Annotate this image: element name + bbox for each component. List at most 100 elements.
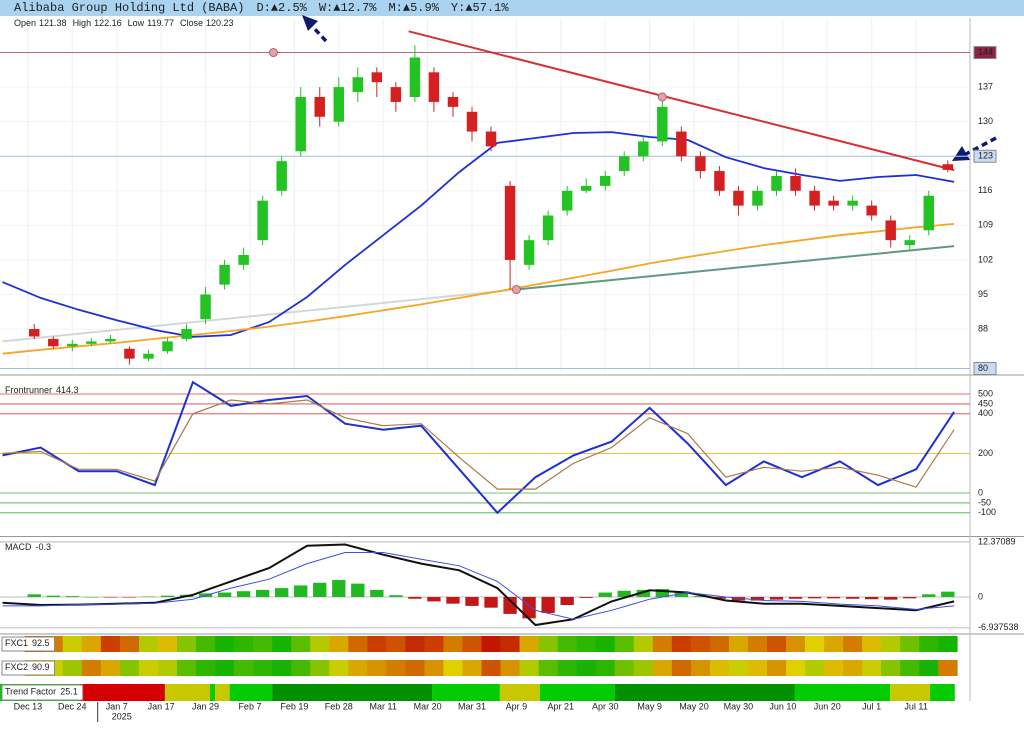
trend-segment <box>215 684 230 701</box>
heat-cell <box>310 636 330 652</box>
marker <box>511 285 521 295</box>
heat-cell <box>81 636 102 652</box>
heat-cell <box>215 636 235 652</box>
moving-average <box>2 223 955 355</box>
histogram-bar <box>27 594 41 597</box>
candle-body <box>676 131 687 157</box>
candle-body <box>828 200 839 206</box>
heat-cell <box>557 636 577 652</box>
candle-body <box>371 72 383 83</box>
y-tick-label: -50 <box>978 497 991 507</box>
heat-cell <box>462 660 482 676</box>
candle-body <box>143 353 154 359</box>
ohlc-info: Open 121.38 High 122.16 Low 119.77 Close 120.23 <box>14 18 234 28</box>
histogram-bar <box>807 596 822 599</box>
ohlc-info-part: Open <box>14 18 36 28</box>
heat-cell <box>81 660 102 676</box>
candle-body <box>390 87 402 102</box>
marker <box>657 92 667 102</box>
trend-segment <box>890 684 931 701</box>
histogram-bar <box>845 596 860 599</box>
y-tick-label: 144 <box>978 47 993 57</box>
title-bar <box>0 0 1024 16</box>
candle-body <box>866 205 877 216</box>
heat-cell <box>405 636 425 652</box>
header-title: Alibaba Group Holding Ltd (BABA) <box>14 1 244 15</box>
histogram-bar <box>541 596 555 614</box>
tick-box <box>973 362 997 376</box>
histogram-bar <box>294 585 308 597</box>
candle-body <box>733 190 744 206</box>
ohlc-info-part: 119.77 <box>147 18 174 28</box>
x-tick-label: Feb 28 <box>325 701 353 711</box>
candle-body <box>447 96 459 107</box>
histogram-bar <box>122 596 137 598</box>
y-tick-label: 12.37089 <box>978 536 1016 546</box>
histogram-bar <box>351 583 365 597</box>
histogram-bar <box>446 596 460 604</box>
panel-title-part: -0.3 <box>36 542 52 552</box>
heat-cell <box>272 660 292 676</box>
trend-segment <box>209 684 216 701</box>
histogram-bar <box>217 592 232 597</box>
histogram-bar <box>598 592 612 597</box>
strip-label-part: Trend Factor <box>5 687 56 697</box>
y-tick-label: 109 <box>978 220 993 230</box>
arrow-shaft <box>310 24 328 43</box>
heat-cell <box>614 660 635 676</box>
histogram-bar <box>712 596 727 599</box>
heat-cell <box>728 660 749 676</box>
candle-body <box>181 329 192 339</box>
heat-cell <box>900 660 920 676</box>
heat-cell <box>938 636 958 652</box>
histogram-bar <box>884 596 898 600</box>
y-tick-label: 200 <box>978 448 993 458</box>
heat-cell <box>119 660 140 676</box>
x-tick-label: Dec 13 <box>14 701 43 711</box>
y-tick-label: -6.937538 <box>978 622 1019 632</box>
change-label: M: <box>388 1 402 15</box>
candle-body <box>105 338 116 342</box>
x-tick-label: Mar 31 <box>458 701 486 711</box>
strip-label-box <box>1 636 56 652</box>
candle-body <box>124 348 135 359</box>
heat-cell <box>367 636 387 652</box>
annotation-arrow <box>302 15 328 43</box>
heat-cell <box>862 636 882 652</box>
candle-body <box>219 264 230 285</box>
heat-cell <box>500 660 520 676</box>
candle-body <box>314 96 325 117</box>
trend-segment <box>272 684 433 701</box>
heat-cell <box>595 660 616 676</box>
heat-cell <box>576 660 597 676</box>
trend-segment <box>432 684 500 701</box>
y-tick-label: 450 <box>978 398 993 408</box>
candle-body <box>48 338 59 347</box>
heat-cell <box>805 636 825 652</box>
candle-body <box>86 341 97 344</box>
panel-title-part: MACD <box>5 542 32 552</box>
histogram-bar <box>617 590 631 597</box>
histogram-bar <box>750 596 765 601</box>
candle-body <box>790 175 801 191</box>
heat-cell <box>481 660 501 676</box>
heat-cell <box>843 660 863 676</box>
panel-title: Frontrunner 414.3 <box>5 385 79 395</box>
x-tick-label: Mar 20 <box>414 701 442 711</box>
heat-cell <box>881 636 901 652</box>
heat-cell <box>234 660 254 676</box>
candle-body <box>599 175 611 186</box>
x-tick-label: May 20 <box>679 701 709 711</box>
y-tick-label: 95 <box>978 289 988 299</box>
heat-cell <box>500 636 520 652</box>
year-label: 2025 <box>112 711 132 721</box>
heat-cell <box>728 636 749 652</box>
candle-body <box>561 190 573 211</box>
tick-box <box>973 46 997 60</box>
y-tick-label: 0 <box>978 591 983 601</box>
heat-cell <box>176 636 197 652</box>
histogram-bar <box>941 591 955 597</box>
x-tick-label: Dec 24 <box>58 701 87 711</box>
candle-body <box>162 341 173 352</box>
candle-body <box>580 185 592 191</box>
